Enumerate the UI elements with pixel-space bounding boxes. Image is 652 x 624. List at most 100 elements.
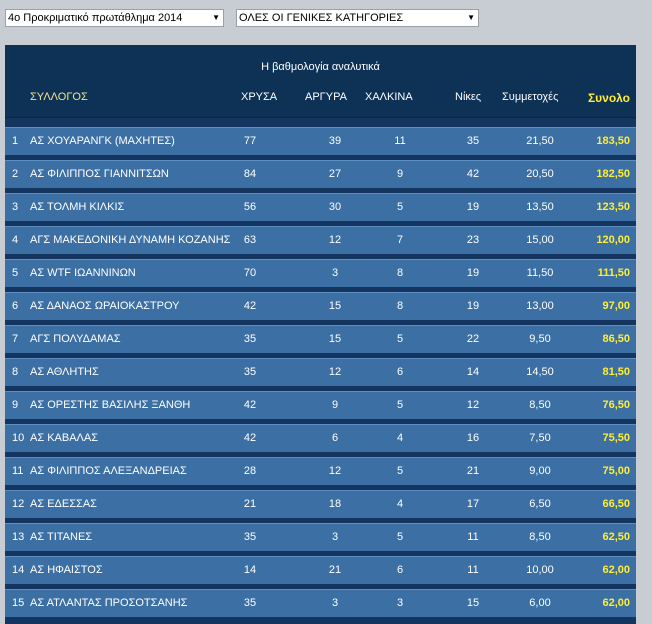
row-participations: 21,50 — [526, 135, 554, 147]
table-row: 9 ΑΣ ΟΡΕΣΤΗΣ ΒΑΣΙΛΗΣ ΞΑΝΘΗ 42 9 5 12 8,50 76,50 — [5, 391, 636, 419]
row-rank: 15 — [12, 597, 25, 609]
row-club: ΑΣ ΤΟΛΜΗ ΚΙΛΚΙΣ — [30, 201, 125, 213]
row-silver: 27 — [328, 168, 342, 180]
row-silver: 30 — [328, 201, 342, 213]
row-rank: 3 — [12, 201, 19, 213]
table-row: 4 ΑΓΣ ΜΑΚΕΔΟΝΙΚΗ ΔΥΝΑΜΗ ΚΟΖΑΝΗΣ 63 12 7 23 15,… — [5, 226, 636, 254]
row-silver: 12 — [328, 465, 342, 477]
row-gold: 28 — [243, 465, 257, 477]
row-club: ΑΣ WTF ΙΩΑΝΝΙΝΩΝ — [30, 267, 136, 279]
row-club: ΑΣ ΚΑΒΑΛΑΣ — [30, 432, 99, 444]
row-bronze: 8 — [396, 300, 404, 312]
row-participations: 8,50 — [529, 531, 551, 543]
row-bronze: 6 — [396, 366, 404, 378]
row-gold: 42 — [243, 300, 257, 312]
row-participations: 11,50 — [526, 267, 554, 279]
row-gold: 35 — [243, 531, 257, 543]
row-silver: 39 — [328, 135, 342, 147]
row-bronze: 8 — [396, 267, 404, 279]
row-participations: 20,50 — [526, 168, 554, 180]
row-wins: 17 — [466, 498, 480, 510]
table-row: 3 ΑΣ ΤΟΛΜΗ ΚΙΛΚΙΣ 56 30 5 19 13,50 123,50 — [5, 193, 636, 221]
row-rank: 1 — [12, 135, 19, 147]
table-row: 5 ΑΣ WTF ΙΩΑΝΝΙΝΩΝ 70 3 8 19 11,50 111,50 — [5, 259, 636, 287]
row-wins: 14 — [466, 366, 480, 378]
row-total: 75,50 — [602, 432, 630, 444]
row-bronze: 5 — [396, 333, 404, 345]
championship-select-value: 4ο Προκριματικό πρωτάθλημα 2014 — [8, 12, 183, 24]
row-total: 62,50 — [602, 531, 630, 543]
row-rank: 9 — [12, 399, 19, 411]
row-rank: 14 — [12, 564, 25, 576]
row-total: 182,50 — [596, 168, 630, 180]
row-participations: 7,50 — [529, 432, 551, 444]
row-participations: 6,00 — [529, 597, 551, 609]
row-wins: 12 — [466, 399, 480, 411]
table-row: 15 ΑΣ ΑΤΛΑΝΤΑΣ ΠΡΟΣΟΤΣΑΝΗΣ 35 3 3 15 6,00 62,00 — [5, 589, 636, 617]
row-total: 81,50 — [602, 366, 630, 378]
row-bronze: 9 — [396, 168, 404, 180]
row-rank: 4 — [12, 234, 19, 246]
row-silver: 3 — [331, 267, 339, 279]
header-gold: ΧΡΥΣΑ — [241, 91, 278, 103]
dropdown-arrow-icon: ▼ — [212, 13, 220, 22]
row-silver: 21 — [328, 564, 342, 576]
row-club: ΑΓΣ ΜΑΚΕΔΟΝΙΚΗ ΔΥΝΑΜΗ ΚΟΖΑΝΗΣ — [30, 234, 231, 246]
row-club: ΑΣ ΦΙΛΙΠΠΟΣ ΑΛΕΞΑΝΔΡΕΙΑΣ — [30, 465, 187, 477]
row-gold: 35 — [243, 366, 257, 378]
header-bronze: ΧΑΛΚΙΝΑ — [365, 91, 413, 103]
row-participations: 9,00 — [529, 465, 551, 477]
row-rank: 2 — [12, 168, 19, 180]
row-club: ΑΣ ΑΤΛΑΝΤΑΣ ΠΡΟΣΟΤΣΑΝΗΣ — [30, 597, 188, 609]
table-row: 2 ΑΣ ΦΙΛΙΠΠΟΣ ΓΙΑΝΝΙΤΣΩΝ 84 27 9 42 20,50 182,5… — [5, 160, 636, 188]
row-gold: 42 — [243, 399, 257, 411]
header-participations: Συμμετοχές — [502, 91, 559, 103]
row-gold: 35 — [243, 597, 257, 609]
row-participations: 14,50 — [526, 366, 554, 378]
row-participations: 6,50 — [529, 498, 551, 510]
table-footer-strip — [5, 617, 636, 624]
row-silver: 6 — [331, 432, 339, 444]
row-total: 62,00 — [602, 564, 630, 576]
row-club: ΑΓΣ ΠΟΛΥΔΑΜΑΣ — [30, 333, 121, 345]
row-total: 62,00 — [602, 597, 630, 609]
standings-table: Η βαθμολογία αναλυτικά ΣΥΛΛΟΓΟΣ ΧΡΥΣΑ ΑΡ… — [5, 45, 636, 624]
header-silver: ΑΡΓΥΡΑ — [305, 91, 347, 103]
row-bronze: 4 — [396, 432, 404, 444]
row-participations: 9,50 — [529, 333, 551, 345]
table-row: 12 ΑΣ ΕΔΕΣΣΑΣ 21 18 4 17 6,50 66,50 — [5, 490, 636, 518]
row-gold: 84 — [243, 168, 257, 180]
row-gold: 70 — [243, 267, 257, 279]
table-row: 10 ΑΣ ΚΑΒΑΛΑΣ 42 6 4 16 7,50 75,50 — [5, 424, 636, 452]
row-rank: 8 — [12, 366, 19, 378]
row-bronze: 6 — [396, 564, 404, 576]
row-wins: 19 — [466, 201, 480, 213]
row-bronze: 5 — [396, 465, 404, 477]
row-gold: 56 — [243, 201, 257, 213]
row-total: 66,50 — [602, 498, 630, 510]
row-club: ΑΣ ΗΦΑΙΣΤΟΣ — [30, 564, 103, 576]
category-select[interactable]: ΟΛΕΣ ΟΙ ΓΕΝΙΚΕΣ ΚΑΤΗΓΟΡΙΕΣ ▼ — [236, 9, 479, 27]
championship-select[interactable]: 4ο Προκριματικό πρωτάθλημα 2014 ▼ — [5, 9, 224, 27]
header-total: Συνολο — [587, 91, 630, 105]
row-wins: 11 — [467, 531, 479, 543]
row-silver: 12 — [328, 366, 342, 378]
row-total: 97,00 — [602, 300, 630, 312]
table-row: 1 ΑΣ ΧΟΥΑΡΑΝΓΚ (ΜΑΧΗΤΕΣ) 77 39 11 35 21,50 183,… — [5, 127, 636, 155]
row-participations: 10,00 — [526, 564, 554, 576]
table-row: 7 ΑΓΣ ΠΟΛΥΔΑΜΑΣ 35 15 5 22 9,50 86,50 — [5, 325, 636, 353]
row-total: 123,50 — [596, 201, 630, 213]
dropdown-arrow-icon: ▼ — [467, 13, 475, 22]
row-rank: 7 — [12, 333, 19, 345]
table-row: 13 ΑΣ ΤΙΤΑΝΕΣ 35 3 5 11 8,50 62,50 — [5, 523, 636, 551]
row-gold: 42 — [243, 432, 257, 444]
row-club: ΑΣ ΤΙΤΑΝΕΣ — [30, 531, 93, 543]
row-total: 75,00 — [602, 465, 630, 477]
table-header: Η βαθμολογία αναλυτικά ΣΥΛΛΟΓΟΣ ΧΡΥΣΑ ΑΡ… — [5, 45, 636, 118]
row-silver: 3 — [331, 531, 339, 543]
row-wins: 21 — [466, 465, 480, 477]
row-bronze: 3 — [396, 597, 404, 609]
row-participations: 15,00 — [526, 234, 554, 246]
row-silver: 18 — [328, 498, 342, 510]
row-gold: 77 — [243, 135, 257, 147]
